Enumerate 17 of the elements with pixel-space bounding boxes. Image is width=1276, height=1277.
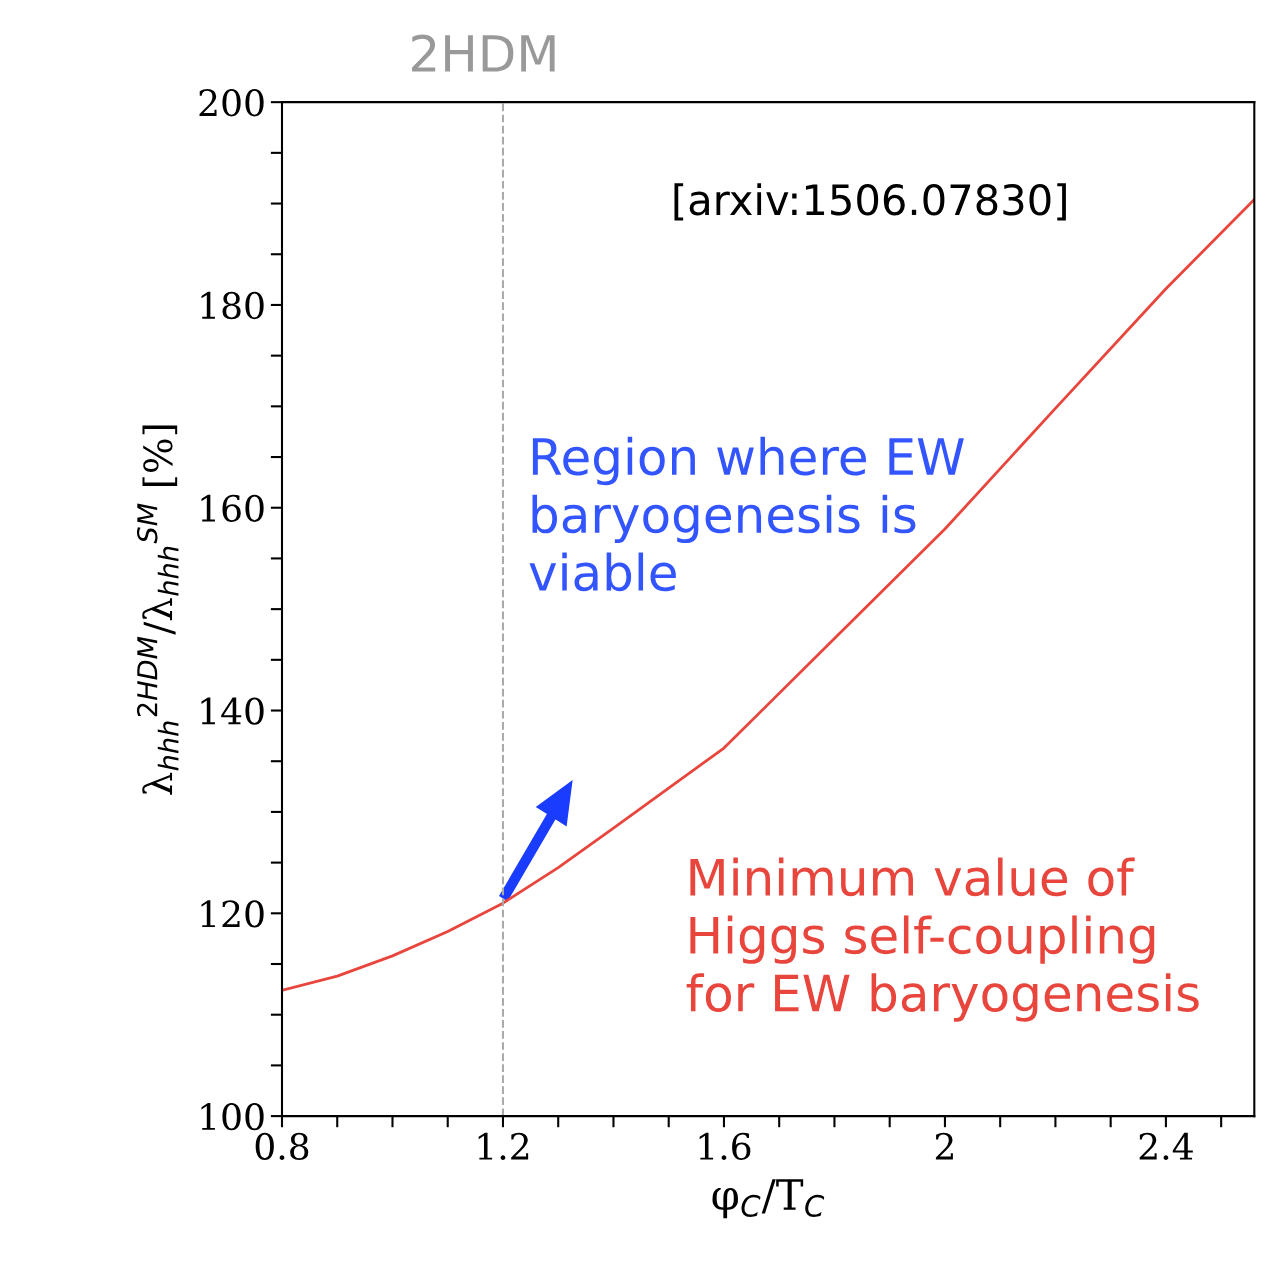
x-tick-label: 0.8 [255, 1132, 309, 1161]
y-tick-label: 120 [201, 900, 264, 928]
x-axis-title: φ$_{C}$/T$_{C}$ [712, 1179, 825, 1219]
y-tick-label: 160 [201, 494, 264, 522]
annotation: [arxiv:1506.07830] [674, 183, 1066, 221]
y-tick-label: 180 [201, 291, 264, 320]
annotation: Region where EW baryogenesis is viable [529, 436, 964, 592]
x-tick-label: 1.2 [478, 1132, 529, 1161]
y-axis-title: λ$_{hhh}$$^{2HDM}$/λ$_{hhh}$$^{SM}$ [%] [136, 425, 179, 795]
annotation: Minimum value of Higgs self-coupling for EW baryogenesis [686, 857, 1199, 1022]
x-tick-label: 1.6 [699, 1132, 751, 1161]
chart-title: 2HDM [412, 34, 555, 72]
y-tick-label: 100 [201, 1103, 264, 1131]
y-tick-label: 200 [199, 89, 264, 117]
x-tick-label: 2 [935, 1132, 953, 1160]
y-tick-label: 140 [201, 697, 264, 725]
x-tick-label: 2.4 [1139, 1132, 1193, 1161]
